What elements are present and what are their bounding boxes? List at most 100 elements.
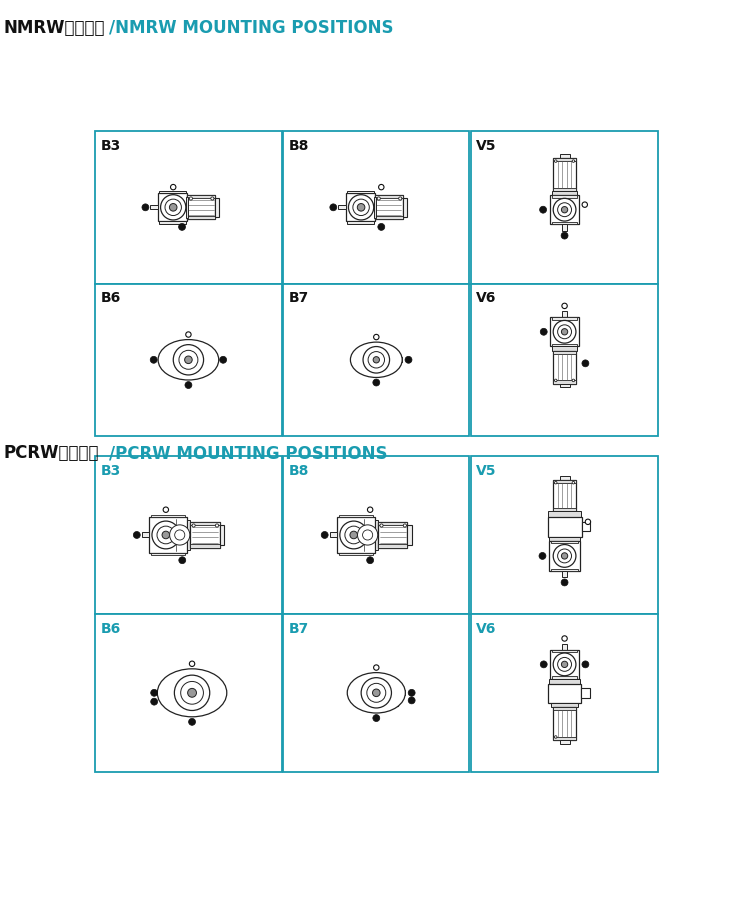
Circle shape <box>171 184 176 190</box>
Bar <box>553 707 576 740</box>
Bar <box>553 158 576 161</box>
Circle shape <box>173 345 204 375</box>
Circle shape <box>185 382 192 389</box>
Circle shape <box>553 544 576 567</box>
Circle shape <box>353 199 369 215</box>
Circle shape <box>554 379 557 382</box>
Text: B3: B3 <box>101 464 121 478</box>
Circle shape <box>558 549 572 562</box>
Bar <box>559 476 570 480</box>
Bar <box>562 310 567 318</box>
Bar <box>355 680 398 706</box>
Bar <box>330 533 337 537</box>
Bar <box>96 284 282 436</box>
Bar <box>551 541 578 544</box>
Circle shape <box>562 635 567 641</box>
Circle shape <box>181 681 204 704</box>
Circle shape <box>215 524 218 527</box>
Circle shape <box>357 525 378 545</box>
Circle shape <box>330 204 337 211</box>
Circle shape <box>553 320 576 343</box>
Circle shape <box>175 530 184 540</box>
Bar <box>96 131 282 284</box>
Circle shape <box>174 675 209 710</box>
Bar <box>160 690 168 696</box>
Bar <box>395 357 402 363</box>
Bar <box>346 194 375 221</box>
Circle shape <box>190 197 193 200</box>
Bar <box>407 525 412 545</box>
Bar <box>215 198 219 217</box>
Circle shape <box>368 507 373 512</box>
Circle shape <box>160 194 186 220</box>
Bar <box>552 346 577 351</box>
Circle shape <box>378 223 384 230</box>
Bar <box>347 221 373 224</box>
Bar <box>551 703 578 707</box>
Circle shape <box>345 526 362 544</box>
Bar <box>550 679 580 684</box>
Circle shape <box>398 197 402 200</box>
Bar <box>559 740 570 744</box>
Circle shape <box>562 303 567 309</box>
Bar <box>283 131 470 284</box>
Circle shape <box>377 197 380 200</box>
Bar <box>552 221 577 224</box>
Circle shape <box>187 688 196 698</box>
Bar <box>550 195 579 224</box>
Bar <box>548 511 581 517</box>
Circle shape <box>558 202 572 217</box>
Circle shape <box>179 350 198 369</box>
Circle shape <box>321 532 328 538</box>
Circle shape <box>554 160 557 162</box>
Text: V5: V5 <box>476 464 497 478</box>
Circle shape <box>163 507 168 512</box>
Bar <box>550 541 580 572</box>
Bar <box>358 348 395 371</box>
Bar <box>158 194 187 221</box>
Circle shape <box>558 325 572 338</box>
Bar <box>552 650 577 652</box>
Circle shape <box>582 202 587 207</box>
Circle shape <box>562 662 567 668</box>
Bar <box>471 614 658 771</box>
Bar <box>340 553 373 555</box>
Circle shape <box>165 199 182 215</box>
Circle shape <box>150 356 157 364</box>
Bar <box>403 198 407 217</box>
Circle shape <box>170 525 190 545</box>
Bar <box>149 518 187 553</box>
Circle shape <box>561 232 568 239</box>
Bar <box>337 518 375 553</box>
Bar <box>562 644 567 650</box>
Circle shape <box>373 335 379 340</box>
Bar <box>471 131 658 284</box>
Circle shape <box>553 198 576 221</box>
Circle shape <box>558 657 572 671</box>
Bar <box>548 684 581 703</box>
Ellipse shape <box>157 669 227 716</box>
Circle shape <box>585 519 591 525</box>
Circle shape <box>348 194 373 220</box>
Text: /NMRW MOUNTING POSITIONS: /NMRW MOUNTING POSITIONS <box>110 19 394 37</box>
Circle shape <box>211 197 214 200</box>
Circle shape <box>151 689 157 697</box>
Bar <box>168 678 216 708</box>
Circle shape <box>408 689 415 697</box>
Bar <box>562 572 567 578</box>
Circle shape <box>179 557 186 563</box>
Bar <box>559 383 570 387</box>
Circle shape <box>133 532 140 538</box>
Circle shape <box>220 356 226 364</box>
Bar <box>552 318 577 320</box>
Circle shape <box>562 206 567 213</box>
Bar <box>379 544 407 547</box>
Bar <box>552 677 577 679</box>
Circle shape <box>405 356 412 364</box>
Circle shape <box>157 526 175 544</box>
Bar <box>283 614 470 771</box>
Circle shape <box>572 379 575 382</box>
Bar <box>159 191 186 193</box>
Text: NMRW安装方式: NMRW安装方式 <box>4 19 105 37</box>
Bar <box>96 614 282 771</box>
